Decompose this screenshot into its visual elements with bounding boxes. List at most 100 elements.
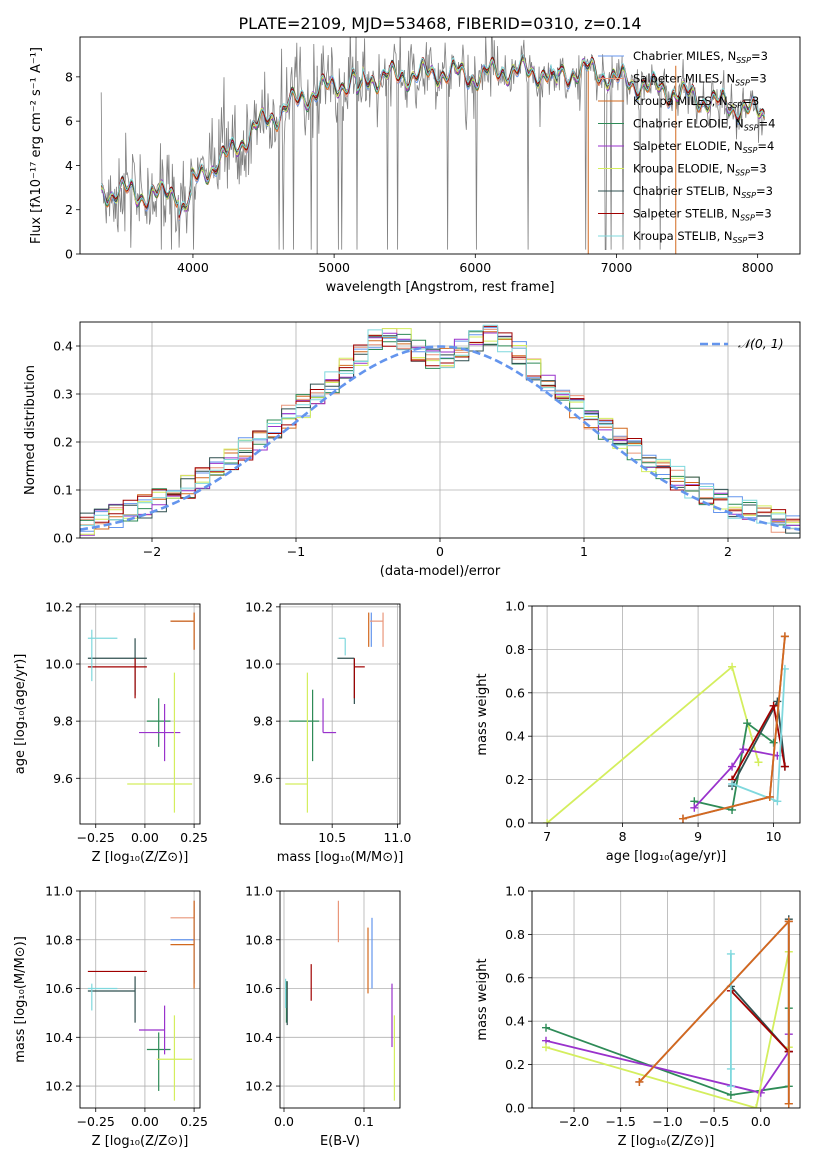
legend-label: Kroupa ELODIE, NSSP=3 (633, 162, 767, 178)
x-tick-label: −2 (143, 544, 161, 559)
y-tick-label: 1.0 (505, 599, 525, 614)
series-marker (784, 1099, 793, 1108)
x-tick-label: 7000 (601, 260, 633, 275)
axes-frame (531, 890, 801, 1109)
legend-label-main: Salpeter ELODIE, N (633, 139, 743, 153)
plot-area (280, 604, 400, 824)
legend-label-tail: =4 (757, 139, 774, 153)
series-marker (728, 662, 737, 671)
y-tick-label: 0.8 (505, 642, 525, 657)
x-tick-label: −1.0 (652, 1114, 682, 1129)
y-tick-label: 1.0 (505, 884, 525, 899)
legend-label-sub: SSP (736, 56, 751, 65)
legend-label-main: Kroupa MILES, N (633, 94, 728, 108)
legend-label-sub: SSP (735, 79, 750, 88)
x-tick-label: 0.0 (751, 1114, 771, 1129)
series-marker (726, 1082, 735, 1091)
plot-area (532, 606, 800, 823)
legend-label-sub: SSP (743, 146, 758, 155)
plot-area (280, 891, 400, 1108)
series-marker (690, 803, 699, 812)
x-tick-label: 4000 (177, 260, 209, 275)
y-tick-label: 10.4 (245, 1030, 273, 1045)
histogram-step (80, 324, 800, 529)
series-marker (756, 1088, 765, 1097)
legend-label-tail: =3 (750, 72, 767, 86)
legend-label-sub: SSP (728, 101, 743, 110)
x-axis-label: mass [log₁₀(M/M⊙)] (277, 850, 404, 865)
legend-label-main: Chabrier ELODIE, N (633, 117, 744, 131)
y-tick-label: 8 (65, 69, 73, 84)
y-tick-label: 0.0 (53, 531, 73, 546)
axes-frame (79, 890, 201, 1109)
series-line (546, 665, 760, 823)
y-axis-label: age [log₁₀(age/yr)] (13, 654, 28, 775)
x-tick-label: 0.25 (180, 830, 208, 845)
x-tick-label: −1.5 (606, 1114, 636, 1129)
normal-curve (80, 345, 800, 531)
series-marker (635, 1077, 644, 1086)
y-tick-label: 9.6 (253, 771, 273, 786)
y-tick-label: 10.0 (45, 657, 73, 672)
y-axis-label: mass weight (475, 958, 490, 1040)
residuals-panel: −2 −1 0 1 2 0.0 0.1 0.2 0.3 0.4 (data-model)/error… (23, 321, 801, 579)
series-marker (726, 949, 735, 958)
legend-label: Kroupa MILES, NSSP=3 (633, 94, 759, 110)
y-axis-label: Flux [fλ10⁻¹⁷ erg cm⁻² s⁻¹ A⁻¹] (29, 47, 44, 244)
y-tick-label: 0.6 (505, 685, 525, 700)
legend-label-main: Chabrier STELIB, N (633, 184, 741, 198)
legend-label-sub: SSP (740, 214, 755, 223)
y-tick-label: 0.8 (505, 927, 525, 942)
y-tick-label: 10.6 (45, 981, 73, 996)
y-tick-label: 0.2 (53, 435, 73, 450)
y-tick-label: 10.8 (45, 932, 73, 947)
y-tick-label: 0.4 (505, 1014, 525, 1029)
y-tick-label: 10.2 (245, 599, 273, 614)
axes-frame (531, 605, 801, 824)
x-axis-label: Z [log₁₀(Z/Z⊙)] (92, 850, 189, 865)
series-marker (773, 797, 782, 806)
legend-label-tail: =3 (747, 229, 764, 243)
y-tick-label: 10.4 (45, 1030, 73, 1045)
legend-label-tail: =3 (750, 162, 767, 176)
series-marker (769, 701, 778, 710)
plot-area (80, 891, 200, 1108)
legend-label: Salpeter STELIB, NSSP=3 (633, 207, 772, 223)
series-marker (765, 792, 774, 801)
series-line (693, 748, 778, 809)
series-marker (543, 819, 552, 823)
plot-area (532, 891, 800, 1108)
plot-area (100, 37, 765, 254)
legend-label: Kroupa STELIB, NSSP=3 (633, 229, 764, 245)
series-marker (743, 719, 752, 728)
y-axis-label: mass weight (475, 673, 490, 755)
plot-area (80, 322, 800, 538)
y-tick-label: 0.4 (53, 339, 73, 354)
legend-label-tail: =4 (759, 117, 776, 131)
y-tick-label: 0.6 (505, 970, 525, 985)
x-tick-label: 0.00 (131, 1114, 159, 1129)
x-tick-label: 0.00 (131, 830, 159, 845)
axes-frame (79, 603, 201, 825)
x-axis-label: Z [log₁₀(Z/Z⊙)] (92, 1134, 189, 1149)
mass-weight-vs-z-panel: −2.0 −1.5 −1.0 −0.5 0.0 0.0 0.2 0.4 0.6 0.8 1.0 Z [… (475, 884, 801, 1149)
y-tick-label: 9.6 (53, 771, 73, 786)
series-line (730, 990, 790, 1053)
y-tick-label: 2 (65, 202, 73, 217)
legend-label-main: Chabrier MILES, N (633, 49, 736, 63)
y-tick-label: 4 (65, 158, 73, 173)
series-marker (726, 1090, 735, 1099)
y-tick-label: 10.8 (245, 932, 273, 947)
legend-label: Salpeter MILES, NSSP=3 (633, 72, 767, 88)
x-tick-label: 10 (766, 829, 782, 844)
x-tick-label: 9 (694, 829, 702, 844)
y-tick-label: 10.6 (245, 981, 273, 996)
y-tick-label: 0.2 (505, 772, 525, 787)
x-tick-label: 11.0 (383, 830, 411, 845)
x-tick-label: −0.25 (77, 1114, 115, 1129)
y-tick-label: 10.0 (245, 657, 273, 672)
x-tick-label: 0.25 (180, 1114, 208, 1129)
age-vs-mass-panel: 10.5 11.0 9.6 9.8 10.0 10.2 mass [log₁₀(M/M⊙)] (245, 599, 411, 865)
legend-label-sub: SSP (733, 236, 748, 245)
x-tick-label: 7 (543, 829, 551, 844)
